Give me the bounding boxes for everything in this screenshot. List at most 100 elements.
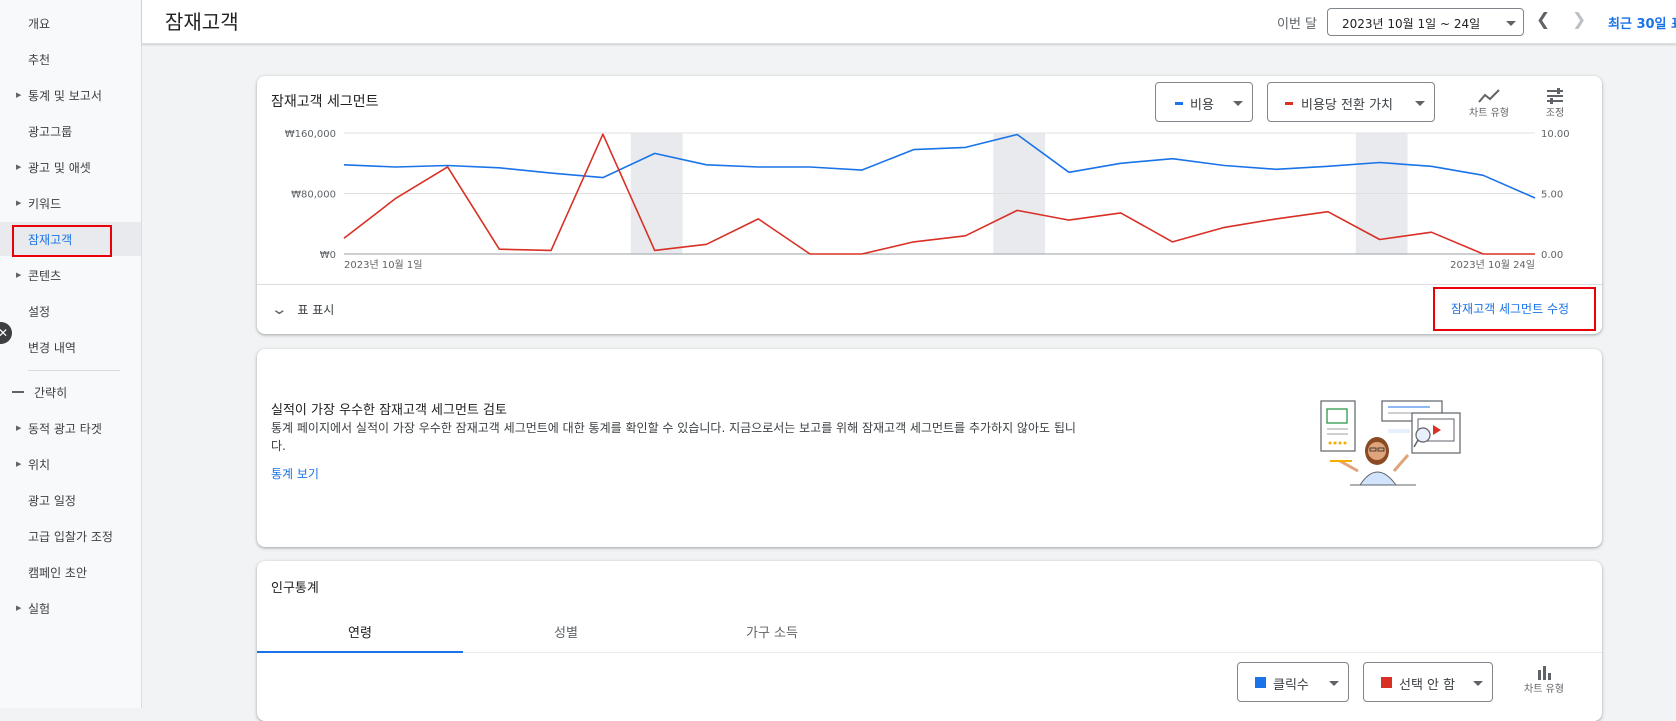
sidebar-item-ad-groups[interactable]: 광고그룹 — [0, 114, 141, 148]
demographics-card: 인구통계 클릭수 선택 안 함 차트 유형 — [257, 561, 1602, 721]
view-insights-link[interactable]: 통계 보기 — [271, 467, 319, 481]
metric-label: 클릭수 — [1273, 678, 1309, 693]
chart-type-label: 차트 유형 — [1524, 684, 1564, 695]
caret-right-icon: ▶ — [16, 460, 22, 468]
caret-right-icon: ▶ — [16, 163, 22, 171]
segment-line-chart: ₩0 0.00 ₩80,000 5.00 ₩160,000 10.00 2023년 10월 … — [285, 129, 1570, 271]
sidebar-item-dynamic-ad-targets[interactable]: ▶ 동적 광고 타겟 — [0, 411, 141, 445]
show-table-label: 표 표시 — [297, 303, 335, 317]
sidebar-item-label: 개요 — [28, 16, 51, 31]
y-left-tick-label: ₩160,000 — [285, 129, 336, 140]
dropdown-arrow-icon — [1415, 101, 1425, 106]
chart-type-label: 차트 유형 — [1469, 108, 1509, 119]
sidebar-item-label: 고급 입찰가 조정 — [28, 529, 113, 544]
bar-chart-icon — [1538, 666, 1551, 680]
y-left-tick-label: ₩80,000 — [291, 190, 336, 201]
sidebar-item-advanced-bid-adjustments[interactable]: 고급 입찰가 조정 — [0, 519, 141, 553]
collapse-toggle[interactable]: 간략히 — [0, 382, 141, 402]
review-body: 통계 페이지에서 실적이 가장 우수한 잠재고객 세그먼트에 대한 통계를 확인… — [271, 419, 1076, 455]
dropdown-arrow-icon — [1233, 101, 1243, 106]
sidebar-item-audiences[interactable]: 잠재고객 — [0, 222, 141, 256]
metric-label: 비용당 전환 가치 — [1301, 98, 1393, 113]
insights-illustration — [1320, 400, 1461, 486]
metric-label: 선택 안 함 — [1399, 678, 1456, 693]
y-right-tick-label: 5.00 — [1541, 190, 1563, 201]
sidebar-item-label: 광고 및 애셋 — [28, 160, 91, 175]
tab-age[interactable]: 연령 — [257, 622, 463, 641]
tab-label: 연령 — [348, 626, 372, 641]
caret-right-icon: ▶ — [16, 604, 22, 612]
chevron-down-icon: ⌄ — [270, 300, 289, 318]
sidebar-item-label: 위치 — [28, 457, 51, 472]
y-right-tick-label: 0.00 — [1541, 250, 1563, 261]
x-tick-label: 2023년 10월 24일 — [1450, 259, 1535, 271]
top-bar: 잠재고객 이번 달 2023년 10월 1일 ~ 24일 ❮ ❯ 최근 30일 … — [142, 0, 1676, 44]
sidebar-divider — [28, 370, 120, 371]
metric-select-cost[interactable]: 비용 — [1155, 82, 1253, 122]
sidebar-item-ads-assets[interactable]: ▶ 광고 및 애셋 — [0, 150, 141, 184]
sidebar-item-locations[interactable]: ▶ 위치 — [0, 447, 141, 481]
date-range-select[interactable]: 2023년 10월 1일 ~ 24일 — [1327, 8, 1524, 36]
tab-household-income[interactable]: 가구 소득 — [669, 622, 875, 641]
audience-segments-card: 잠재고객 세그먼트 비용 비용당 전환 가치 차트 유형 조정 ₩0 0.00 ₩8… — [257, 76, 1602, 334]
sidebar-item-label: 광고 일정 — [28, 493, 76, 508]
adjust-button[interactable]: 조정 — [1537, 88, 1573, 119]
minus-icon — [12, 391, 24, 393]
sidebar-item-overview[interactable]: 개요 — [0, 6, 141, 40]
y-right-tick-label: 10.00 — [1541, 129, 1570, 140]
dropdown-arrow-icon — [1473, 681, 1483, 686]
metric-label: 비용 — [1190, 98, 1214, 113]
tune-icon — [1547, 88, 1563, 104]
sidebar-item-label: 변경 내역 — [28, 340, 76, 355]
caret-right-icon: ▶ — [16, 271, 22, 279]
chevron-left-icon[interactable]: ❮ — [1536, 10, 1551, 30]
sidebar-item-label: 통계 및 보고서 — [28, 88, 102, 103]
card-divider — [257, 284, 1602, 285]
recent-30-days-link[interactable]: 최근 30일 표 — [1608, 17, 1676, 32]
tab-indicator — [257, 651, 463, 653]
review-body-line: 다. — [271, 439, 286, 453]
sidebar-item-experiments[interactable]: ▶ 실험 — [0, 591, 141, 625]
sidebar-item-label: 설정 — [28, 304, 51, 319]
metric-select-clicks[interactable]: 클릭수 — [1237, 662, 1349, 702]
x-tick-label: 2023년 10월 1일 — [344, 259, 423, 271]
series-swatch — [1381, 677, 1392, 688]
metric-select-none[interactable]: 선택 안 함 — [1363, 662, 1493, 702]
close-icon[interactable]: ✕ — [0, 322, 12, 344]
sidebar-item-ad-schedule[interactable]: 광고 일정 — [0, 483, 141, 517]
adjust-label: 조정 — [1545, 108, 1565, 119]
series-swatch — [1175, 102, 1183, 105]
highlight-box — [12, 225, 112, 257]
sidebar-item-label: 광고그룹 — [28, 124, 73, 139]
metric-select-conv-value[interactable]: 비용당 전환 가치 — [1267, 82, 1435, 122]
sidebar-item-label: 키워드 — [28, 196, 62, 211]
sidebar-item-content[interactable]: ▶ 콘텐츠 — [0, 258, 141, 292]
show-table-toggle[interactable]: ⌄ 표 표시 — [270, 300, 335, 318]
sidebar-item-label: 추천 — [28, 52, 51, 67]
sidebar-item-label: 잠재고객 — [28, 232, 73, 247]
sidebar-item-label: 캠페인 초안 — [28, 565, 88, 580]
edit-segments-link[interactable]: 잠재고객 세그먼트 수정 — [1451, 302, 1570, 316]
sidebar-item-campaign-drafts[interactable]: 캠페인 초안 — [0, 555, 141, 589]
review-body-line: 통계 페이지에서 실적이 가장 우수한 잠재고객 세그먼트에 대한 통계를 확인… — [271, 421, 1076, 435]
tab-label: 가구 소득 — [746, 626, 798, 641]
sidebar-item-label: 실험 — [28, 601, 51, 616]
series-line-conv-value — [343, 133, 1535, 255]
sidebar-item-change-history[interactable]: 변경 내역 — [0, 330, 141, 364]
highlight-box — [1433, 287, 1596, 331]
series-swatch — [1285, 102, 1293, 105]
sidebar-item-keywords[interactable]: ▶ 키워드 — [0, 186, 141, 220]
chart-type-button[interactable]: 차트 유형 — [1462, 88, 1516, 119]
tab-divider — [463, 652, 1602, 653]
review-title: 실적이 가장 우수한 잠재고객 세그먼트 검토 — [271, 403, 507, 418]
chevron-right-icon[interactable]: ❯ — [1572, 10, 1587, 30]
caret-right-icon: ▶ — [16, 199, 22, 207]
sidebar-item-settings[interactable]: 설정 — [0, 294, 141, 328]
card-title: 잠재고객 세그먼트 — [271, 94, 379, 110]
caret-right-icon: ▶ — [16, 424, 22, 432]
sidebar-item-recommendations[interactable]: 추천 — [0, 42, 141, 76]
tab-gender[interactable]: 성별 — [463, 622, 669, 641]
chart-type-button[interactable]: 차트 유형 — [1517, 666, 1571, 695]
collapse-label: 간략히 — [34, 386, 68, 400]
sidebar-item-insights-reports[interactable]: ▶ 통계 및 보고서 — [0, 78, 141, 112]
